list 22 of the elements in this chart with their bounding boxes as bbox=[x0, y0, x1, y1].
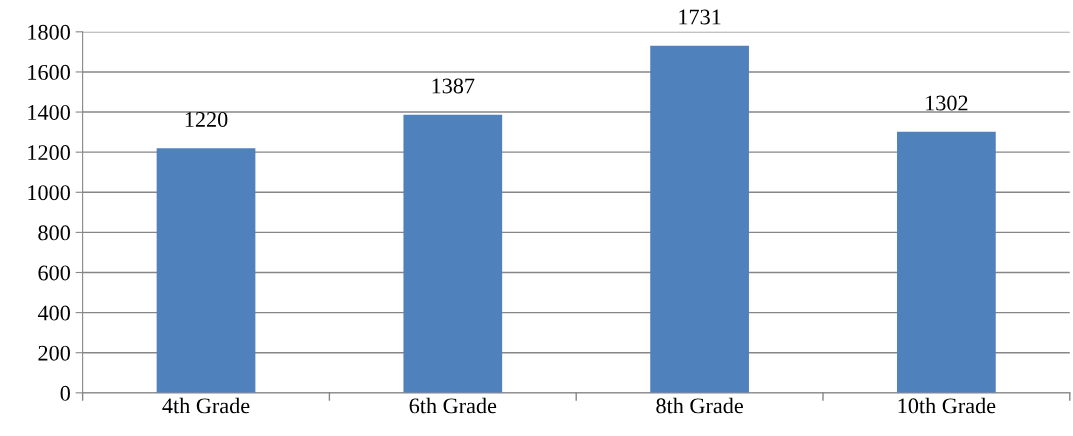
y-tick-label: 200 bbox=[38, 345, 70, 361]
x-tick-label: 4th Grade bbox=[162, 397, 250, 414]
bar bbox=[156, 148, 256, 393]
y-tick-label: 1600 bbox=[28, 64, 70, 80]
y-tick-label: 1400 bbox=[28, 104, 70, 120]
data-label: 1387 bbox=[432, 78, 475, 94]
y-tick-label: 400 bbox=[37, 305, 70, 321]
x-tick-label: 8th Grade bbox=[656, 397, 743, 414]
x-tick-label: 10th Grade bbox=[898, 397, 996, 414]
y-tick-label: 1800 bbox=[28, 24, 70, 40]
data-label: 1302 bbox=[926, 95, 968, 111]
y-tick-label: 600 bbox=[38, 265, 70, 281]
data-label: 1731 bbox=[679, 9, 721, 25]
y-tick-label: 800 bbox=[38, 225, 70, 241]
bar bbox=[403, 114, 503, 393]
y-tick-label: 1000 bbox=[28, 185, 70, 201]
y-tick-label: 0 bbox=[60, 385, 70, 401]
data-label: 1220 bbox=[185, 111, 228, 127]
bar bbox=[650, 45, 749, 393]
x-tick-label: 6th Grade bbox=[409, 397, 497, 414]
bar bbox=[897, 131, 996, 393]
y-tick-label: 1200 bbox=[28, 145, 70, 161]
